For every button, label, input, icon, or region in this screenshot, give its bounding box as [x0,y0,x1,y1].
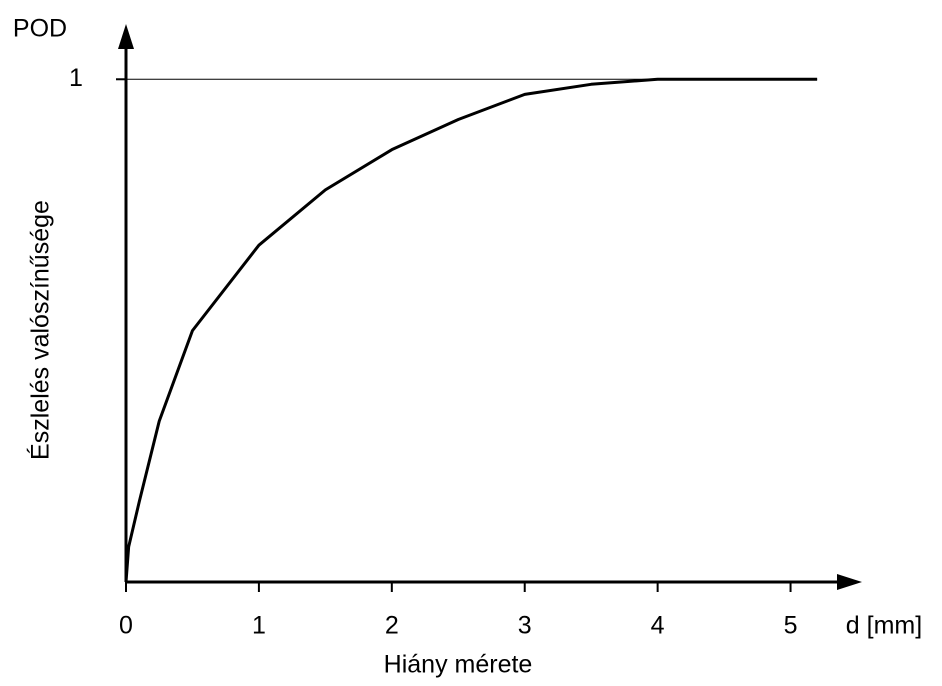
y-axis-arrow [118,24,134,49]
x-tick-label: 0 [119,612,133,640]
x-axis-arrow [837,574,862,590]
x-tick-label: 4 [651,612,665,640]
x-tick-label: 1 [252,612,266,640]
x-tick-label: 5 [784,612,798,640]
x-axis-end-label: d [mm] [846,612,922,640]
y-axis-top-label: POD [13,15,67,43]
x-axis-title: Hiány mérete [384,651,533,679]
y-tick-label: 1 [69,64,83,92]
y-axis-title: Észlelés valószínűsége [26,200,55,460]
data-line [124,77,818,583]
x-tick-label: 3 [518,612,532,640]
x-tick-label: 2 [385,612,399,640]
